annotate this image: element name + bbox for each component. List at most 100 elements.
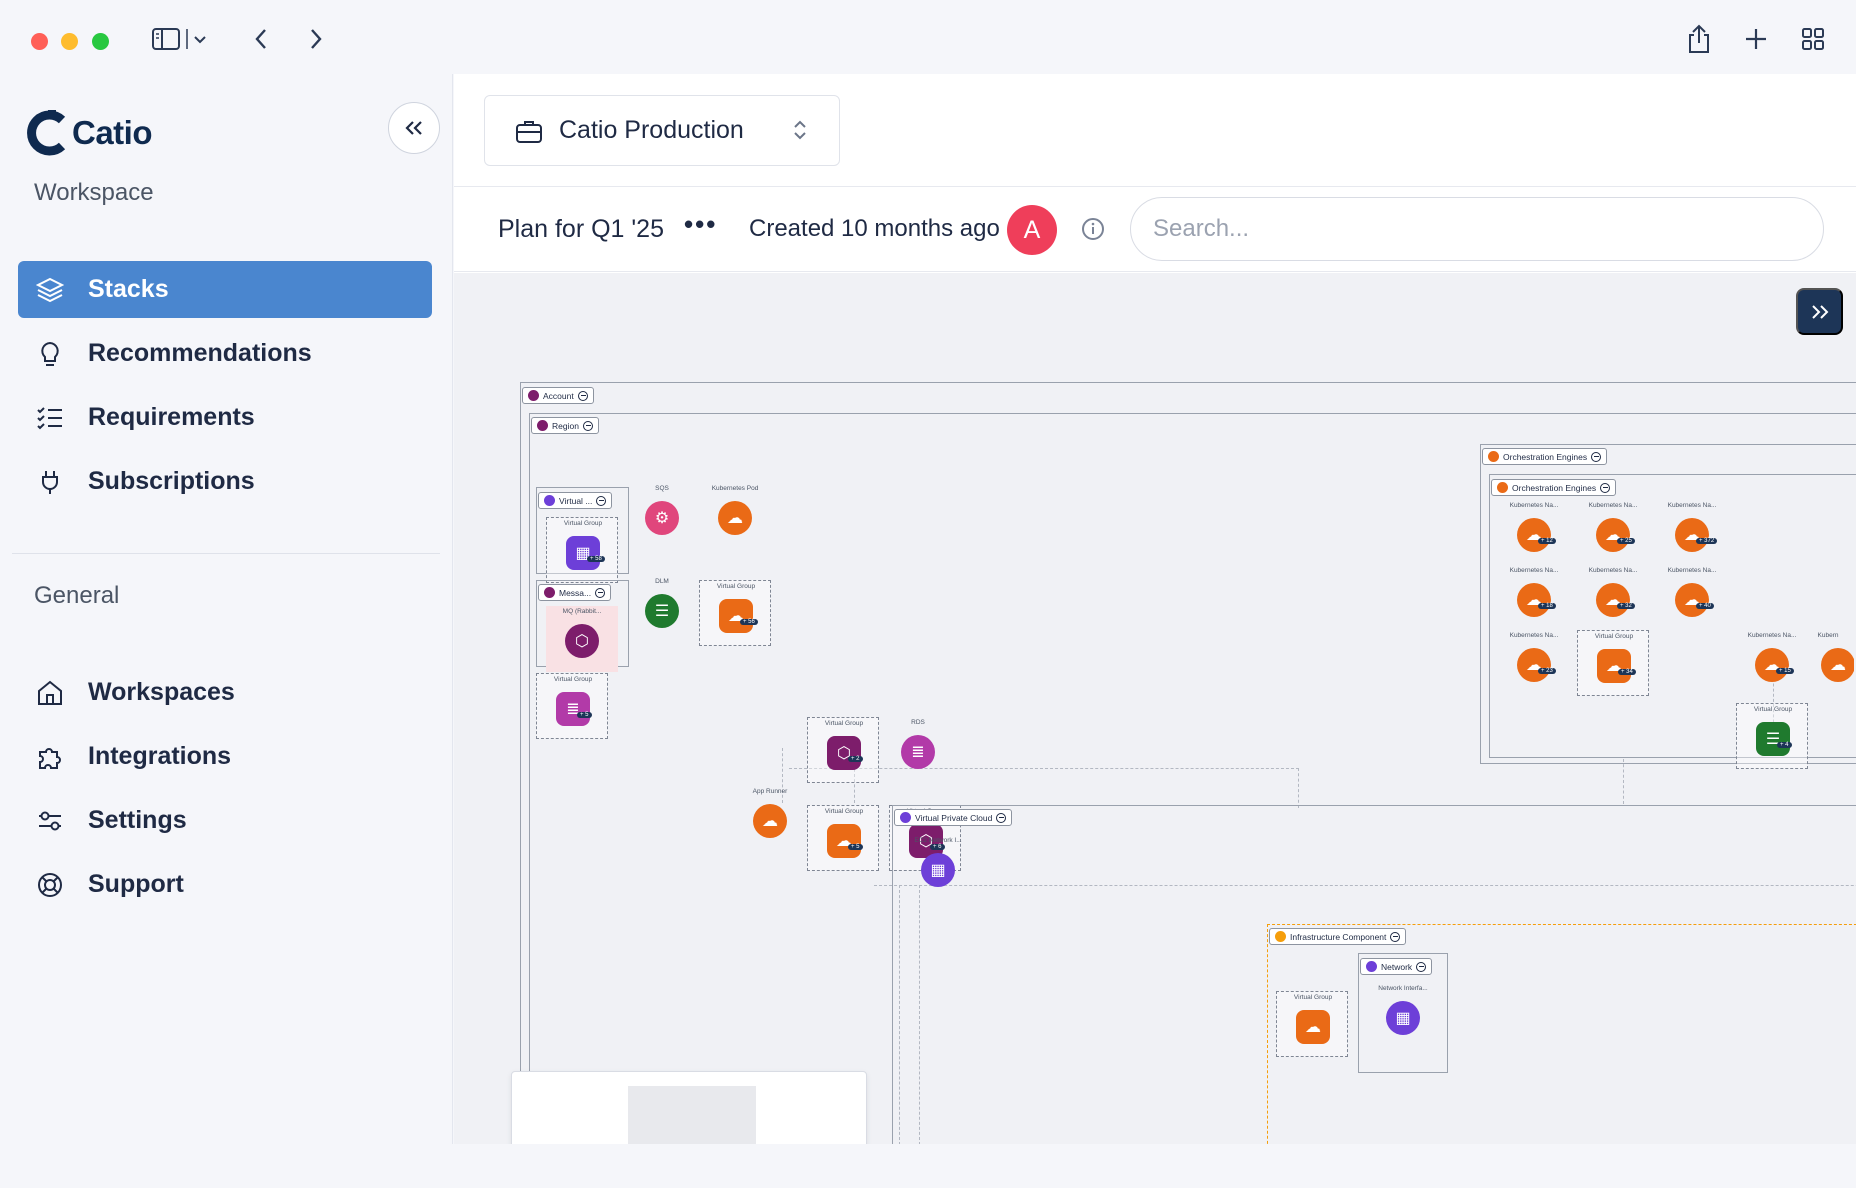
cube-icon: ⬡ [909,824,943,858]
zoom-window-button[interactable] [92,33,109,50]
collapse-icon[interactable] [595,587,606,598]
kubernetes-namespace-node[interactable]: Kubernetes Na... ☁ + 15 [1736,630,1808,696]
sidebar-item-requirements[interactable]: Requirements [18,389,432,446]
architecture-canvas[interactable]: Account Region Virtual ... Virtual Group… [454,273,1856,1144]
collapse-icon[interactable] [1390,931,1401,942]
back-icon[interactable] [244,22,278,56]
virtual-group-node[interactable]: Virtual Group ▦ + 58 [546,517,618,583]
network-tag[interactable]: Network [1360,958,1433,975]
node-label: Kubernetes Na... [1509,502,1559,509]
kubernetes-namespace-node[interactable]: Kubernetes Na... ☁ + 32 [1577,565,1649,631]
new-tab-icon[interactable] [1739,22,1773,56]
connector-line [919,885,920,1144]
kubernetes-namespace-node[interactable]: Kubern ☁ [1802,630,1854,696]
orchestration-tag-outer[interactable]: Orchestration Engines [1482,448,1608,465]
infrastructure-tag[interactable]: Infrastructure Component [1269,928,1407,945]
vpc-tag[interactable]: Virtual Private Cloud [894,809,1013,826]
window-titlebar [0,0,1856,74]
connector-line [1623,759,1624,804]
collapse-icon[interactable] [996,812,1007,823]
info-icon[interactable] [1081,217,1105,241]
collapse-icon[interactable] [1416,961,1427,972]
count-badge: + 15 [1776,668,1794,674]
virtual-tag[interactable]: Virtual ... [538,492,613,509]
expand-panel-button[interactable] [1796,288,1843,335]
virtual-group-node[interactable]: Virtual Group ≣ + 5 [536,673,608,739]
connector-line [854,748,855,803]
sidebar-item-support[interactable]: Support [18,856,432,913]
kubernetes-pod-node[interactable]: Kubernetes Pod ☁ [699,483,771,549]
kubernetes-namespace-node[interactable]: Kubernetes Na... ☁ + 23 [1498,630,1570,696]
catio-logo[interactable]: Catio [26,110,153,156]
minimize-window-button[interactable] [61,33,78,50]
sidebar-item-settings[interactable]: Settings [18,792,432,849]
collapse-icon[interactable] [596,495,607,506]
collapse-icon[interactable] [1591,451,1602,462]
virtual-group-node[interactable]: Virtual Group ☁ + 5 [807,805,879,871]
collapse-sidebar-button[interactable] [388,102,440,154]
virtual-group-node[interactable]: Virtual Group ☁ [1276,991,1348,1057]
organization-selector[interactable]: Catio Production [484,95,840,166]
cube-icon: ⬡ [565,624,599,658]
forward-icon[interactable] [299,22,333,56]
dlm-node[interactable]: DLM ☰ [626,576,698,642]
cloud-icon: ☁ [1596,518,1630,552]
region-tag[interactable]: Region [531,417,599,434]
plug-icon [42,470,58,494]
minimap-panel[interactable] [511,1071,867,1144]
network-frame [1358,953,1448,1073]
search-input[interactable] [1130,197,1824,261]
sidebar-item-integrations[interactable]: Integrations [18,728,432,785]
count-badge: + 58 [587,556,605,562]
count-badge: + 372 [1696,538,1718,544]
close-window-button[interactable] [31,33,48,50]
kubernetes-namespace-node[interactable]: Kubernetes Na... ☁ + 18 [1498,565,1570,631]
share-icon[interactable] [1682,22,1716,56]
count-badge: + 56 [740,619,758,625]
messaging-tag[interactable]: Messa... [538,584,612,601]
count-badge: + 18 [1538,603,1556,609]
cloud-icon: ☁ [1296,1010,1330,1044]
mq-rabbit-node[interactable]: MQ (Rabbit... ⬡ [546,606,618,672]
messaging-label: Messa... [559,587,592,598]
collapse-icon[interactable] [577,390,588,401]
sidebar-item-subscriptions[interactable]: Subscriptions [18,453,432,510]
sidebar-item-recommendations[interactable]: Recommendations [18,325,432,382]
more-options-button[interactable]: ••• [684,209,718,239]
orchestration-icon [1497,482,1508,493]
chevron-up-down-icon [794,120,806,140]
kubernetes-namespace-node[interactable]: Kubernetes Na... ☁ + 40 [1656,565,1728,631]
node-label: Network Interfa... [1378,985,1428,992]
virtual-group-node[interactable]: Virtual Group ☰ + 4 [1736,703,1808,769]
connector-line [899,885,900,1144]
kubernetes-namespace-node[interactable]: Kubernetes Na... ☁ + 25 [1577,500,1649,566]
rds-node[interactable]: RDS ≣ [882,717,954,783]
ec2-network-node[interactable]: EC2 Network I... ▦ [902,835,974,901]
virtual-group-node[interactable]: Virtual Group ⬡ + 2 [807,717,879,783]
count-badge: + 25 [1617,538,1635,544]
collapse-icon[interactable] [1600,482,1611,493]
tab-overview-icon[interactable] [1796,22,1830,56]
account-tag[interactable]: Account [522,387,594,404]
sidebar-toggle-icon[interactable] [150,22,212,56]
collapse-icon[interactable] [582,420,593,431]
sidebar-divider [12,553,440,554]
node-label: Kubernetes Na... [1509,632,1559,639]
network-interface-node[interactable]: Network Interfa... ▦ [1367,983,1439,1049]
sqs-node[interactable]: SQS ⚙ [626,483,698,549]
server-icon: ☰ [1756,722,1790,756]
vpc-label: Virtual Private Cloud [915,812,993,823]
cube-icon: ⬡ [827,736,861,770]
virtual-group-node[interactable]: Virtual Group ☁ + 56 [699,580,771,646]
sidebar-item-workspaces[interactable]: Workspaces [18,664,432,721]
orchestration-tag-inner[interactable]: Orchestration Engines [1491,479,1617,496]
cloud-icon: ☁ [1821,648,1854,682]
kubernetes-namespace-node[interactable]: Kubernetes Na... ☁ + 372 [1656,500,1728,566]
node-label: Kubernetes Na... [1509,567,1559,574]
plan-title[interactable]: Plan for Q1 '25 [498,215,664,243]
avatar[interactable]: A [1007,205,1057,255]
kubernetes-namespace-node[interactable]: Kubernetes Na... ☁ + 12 [1498,500,1570,566]
sidebar-item-stacks[interactable]: Stacks [18,261,432,318]
virtual-group-node[interactable]: Virtual Group ☁ + 34 [1577,630,1649,696]
app-runner-node[interactable]: App Runner ☁ [734,786,806,852]
